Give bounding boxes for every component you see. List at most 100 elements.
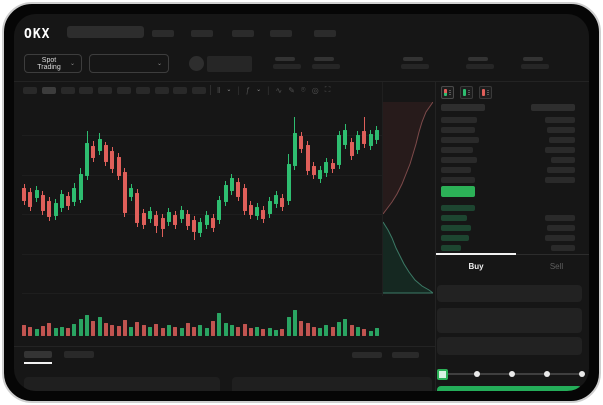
- slider-stop-dot[interactable]: [544, 371, 550, 377]
- timeframe-button[interactable]: [23, 87, 37, 94]
- timeframe-button[interactable]: [98, 87, 112, 94]
- orders-filter-control[interactable]: [392, 352, 419, 358]
- orderbook-bid-row[interactable]: [436, 224, 589, 232]
- candle: [349, 142, 354, 156]
- orderbook-bid-row[interactable]: [436, 234, 589, 242]
- orderbook-view-asks-icon[interactable]: [479, 86, 492, 99]
- volume-bar: [97, 317, 102, 336]
- fullscreen-icon[interactable]: ⛶: [324, 85, 331, 94]
- line-tool-icon[interactable]: ∿: [275, 85, 283, 95]
- chevron-down-icon[interactable]: ⌄: [256, 87, 262, 93]
- candle: [362, 131, 367, 144]
- draw-icon[interactable]: ✎: [288, 85, 295, 95]
- orders-tab-inactive[interactable]: [64, 351, 94, 358]
- volume-bar: [236, 327, 241, 336]
- ask-amount-placeholder: [547, 127, 575, 133]
- volume-bar: [362, 329, 367, 336]
- okx-logo[interactable]: OKX: [24, 27, 51, 42]
- settings-icon[interactable]: ◎: [311, 85, 319, 95]
- app-window: OKX Spot Trading ⌄ ⌄ ‖ ⌄ | ƒ ⌄ | ∿ ✎ ⌾ ◎…: [14, 14, 589, 391]
- timeframe-button[interactable]: [117, 87, 131, 94]
- volume-bar: [85, 315, 89, 336]
- chevron-down-icon: ⌄: [156, 60, 162, 67]
- order-price-field[interactable]: [437, 285, 582, 302]
- ticker-stat-value: [521, 64, 549, 69]
- orderbook-view-both-icon[interactable]: [441, 86, 454, 99]
- orderbook-ask-row[interactable]: [436, 116, 589, 124]
- chevron-down-icon[interactable]: ⌄: [226, 87, 232, 93]
- volume-bar: [198, 325, 203, 336]
- search-input[interactable]: [67, 26, 144, 38]
- volume-bar: [286, 317, 291, 336]
- bid-price-placeholder: [441, 205, 475, 211]
- timeframe-button[interactable]: [173, 87, 187, 94]
- timeframe-button[interactable]: [79, 87, 93, 94]
- bid-amount-placeholder: [545, 215, 575, 221]
- order-amount-field[interactable]: [437, 308, 582, 333]
- timeframe-button[interactable]: [136, 87, 150, 94]
- candlestick-chart[interactable]: [22, 102, 382, 297]
- ticker-stat-label: [314, 57, 334, 61]
- orderbook-ask-row[interactable]: [436, 126, 589, 134]
- candle: [28, 192, 33, 207]
- depth-divider: [382, 82, 383, 296]
- nav-item-placeholder[interactable]: [270, 30, 292, 37]
- bottom-section-divider: [14, 346, 435, 347]
- last-price-highlight[interactable]: [441, 186, 475, 197]
- orderbook-ask-row[interactable]: [436, 176, 589, 184]
- candle: [248, 205, 253, 215]
- bid-price-placeholder: [441, 245, 461, 251]
- candle: [267, 201, 272, 214]
- nav-item-placeholder[interactable]: [191, 30, 213, 37]
- ask-price-placeholder: [441, 177, 475, 183]
- candle: [343, 130, 348, 145]
- orderbook-ask-row[interactable]: [436, 146, 589, 154]
- orderbook-view-bids-icon[interactable]: [460, 86, 473, 99]
- pair-selector-dropdown[interactable]: ⌄: [89, 54, 169, 73]
- volume-bar: [299, 321, 304, 336]
- indicators-icon[interactable]: ƒ: [245, 85, 251, 95]
- tab-buy[interactable]: Buy: [468, 262, 484, 271]
- volume-bar: [91, 321, 96, 336]
- camera-icon[interactable]: ⌾: [300, 85, 306, 94]
- buy-button[interactable]: [437, 386, 582, 391]
- volume-bar: [337, 322, 341, 336]
- slider-stop-dot[interactable]: [509, 371, 515, 377]
- timeframe-button[interactable]: [155, 87, 169, 94]
- orderbook-bid-row[interactable]: [436, 244, 589, 252]
- bid-price-placeholder: [441, 215, 467, 221]
- chart-type-icon[interactable]: ‖: [217, 85, 221, 95]
- orders-filter-control[interactable]: [352, 352, 382, 358]
- nav-item-placeholder[interactable]: [232, 30, 254, 37]
- market-type-label: Spot Trading: [37, 56, 61, 71]
- toolbar-divider: |: [267, 85, 270, 95]
- slider-stop-dot[interactable]: [474, 371, 480, 377]
- orderbook-bid-row[interactable]: [436, 214, 589, 222]
- order-total-field[interactable]: [437, 337, 582, 355]
- candle: [135, 193, 140, 223]
- slider-handle[interactable]: [437, 368, 448, 380]
- timeframe-button[interactable]: [61, 87, 75, 94]
- ask-price-placeholder: [441, 117, 477, 123]
- market-type-dropdown[interactable]: Spot Trading ⌄: [24, 54, 82, 73]
- candle: [311, 166, 316, 175]
- orderbook-ask-row[interactable]: [436, 136, 589, 144]
- candle: [148, 211, 152, 219]
- slider-stop-dot[interactable]: [579, 371, 585, 377]
- timeframe-button[interactable]: [42, 87, 56, 94]
- orders-tab-active[interactable]: [24, 351, 52, 358]
- ask-price-placeholder: [441, 137, 479, 143]
- candle: [204, 215, 209, 225]
- toolbar-divider: |: [237, 85, 240, 95]
- candle: [166, 212, 171, 222]
- orderbook-ask-row[interactable]: [436, 166, 589, 174]
- nav-item-placeholder[interactable]: [314, 30, 336, 37]
- chart-gridline: [22, 135, 382, 136]
- orderbook-ask-row[interactable]: [436, 156, 589, 164]
- nav-item-placeholder[interactable]: [152, 30, 174, 37]
- tab-sell[interactable]: Sell: [549, 262, 564, 271]
- timeframe-button[interactable]: [192, 87, 206, 94]
- orderbook-bid-row[interactable]: [436, 204, 589, 212]
- header-divider: [14, 81, 589, 82]
